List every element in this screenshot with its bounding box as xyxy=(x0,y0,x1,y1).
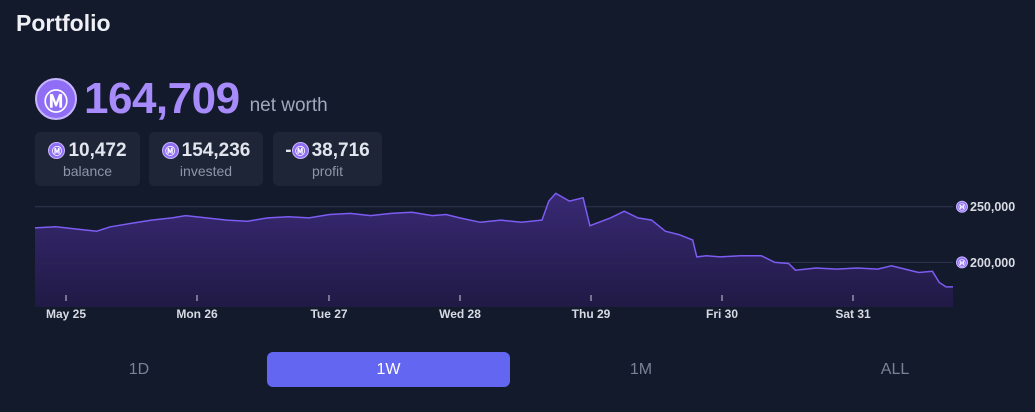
mana-coin-icon: Ⓜ xyxy=(161,142,179,159)
invested-stat: Ⓜ 154,236 invested xyxy=(149,132,263,186)
portfolio-chart[interactable]: May 25 Mon 26 Tue 27 Wed 28 Thu 29 Fri 30 Sat … xyxy=(0,190,1035,330)
range-tab-1d[interactable]: 1D xyxy=(128,361,150,378)
x-tick-label: Tue 27 xyxy=(310,307,347,321)
x-tick-label: Thu 29 xyxy=(572,307,611,321)
invested-value: 154,236 xyxy=(181,139,251,161)
mana-coin-icon: Ⓜ xyxy=(291,142,309,159)
y-tick-label: 200,000 xyxy=(970,256,1015,270)
series-area xyxy=(35,193,953,307)
x-tick-label: Sat 31 xyxy=(835,307,871,321)
net-worth-label: net worth xyxy=(249,95,328,116)
range-tab-1w[interactable]: 1W xyxy=(267,352,510,387)
time-range-selector: 1D 1W 1M ALL xyxy=(0,352,1035,388)
mana-coin-icon xyxy=(956,256,968,269)
mana-coin-icon xyxy=(956,200,968,213)
profit-label: profit xyxy=(311,162,344,179)
balance-stat: Ⓜ 10,472 balance xyxy=(35,132,140,186)
page-title: Portfolio xyxy=(16,10,111,36)
net-worth-value: 164,709 xyxy=(84,74,240,123)
profit-value: 38,716 xyxy=(311,139,370,161)
x-tick-label: May 25 xyxy=(46,307,86,321)
net-worth: Ⓜ 164,709 net worth xyxy=(35,74,328,124)
x-tick-label: Fri 30 xyxy=(706,307,738,321)
x-tick-label: Mon 26 xyxy=(176,307,218,321)
profit-stat: - Ⓜ 38,716 profit xyxy=(273,132,382,186)
mana-coin-icon: Ⓜ xyxy=(35,78,77,120)
series-line xyxy=(34,192,953,288)
x-tick-label: Wed 28 xyxy=(439,307,481,321)
range-tab-1m[interactable]: 1M xyxy=(629,361,653,378)
range-tab-all[interactable]: ALL xyxy=(880,361,910,378)
y-tick-label: 250,000 xyxy=(970,200,1015,214)
mana-glyph: Ⓜ xyxy=(959,203,966,212)
invested-label: invested xyxy=(179,162,233,179)
balance-label: balance xyxy=(62,162,113,179)
profit-sign: - xyxy=(285,139,292,161)
balance-value: 10,472 xyxy=(68,139,127,161)
mana-glyph: Ⓜ xyxy=(959,258,966,267)
mana-coin-icon: Ⓜ xyxy=(48,142,66,159)
